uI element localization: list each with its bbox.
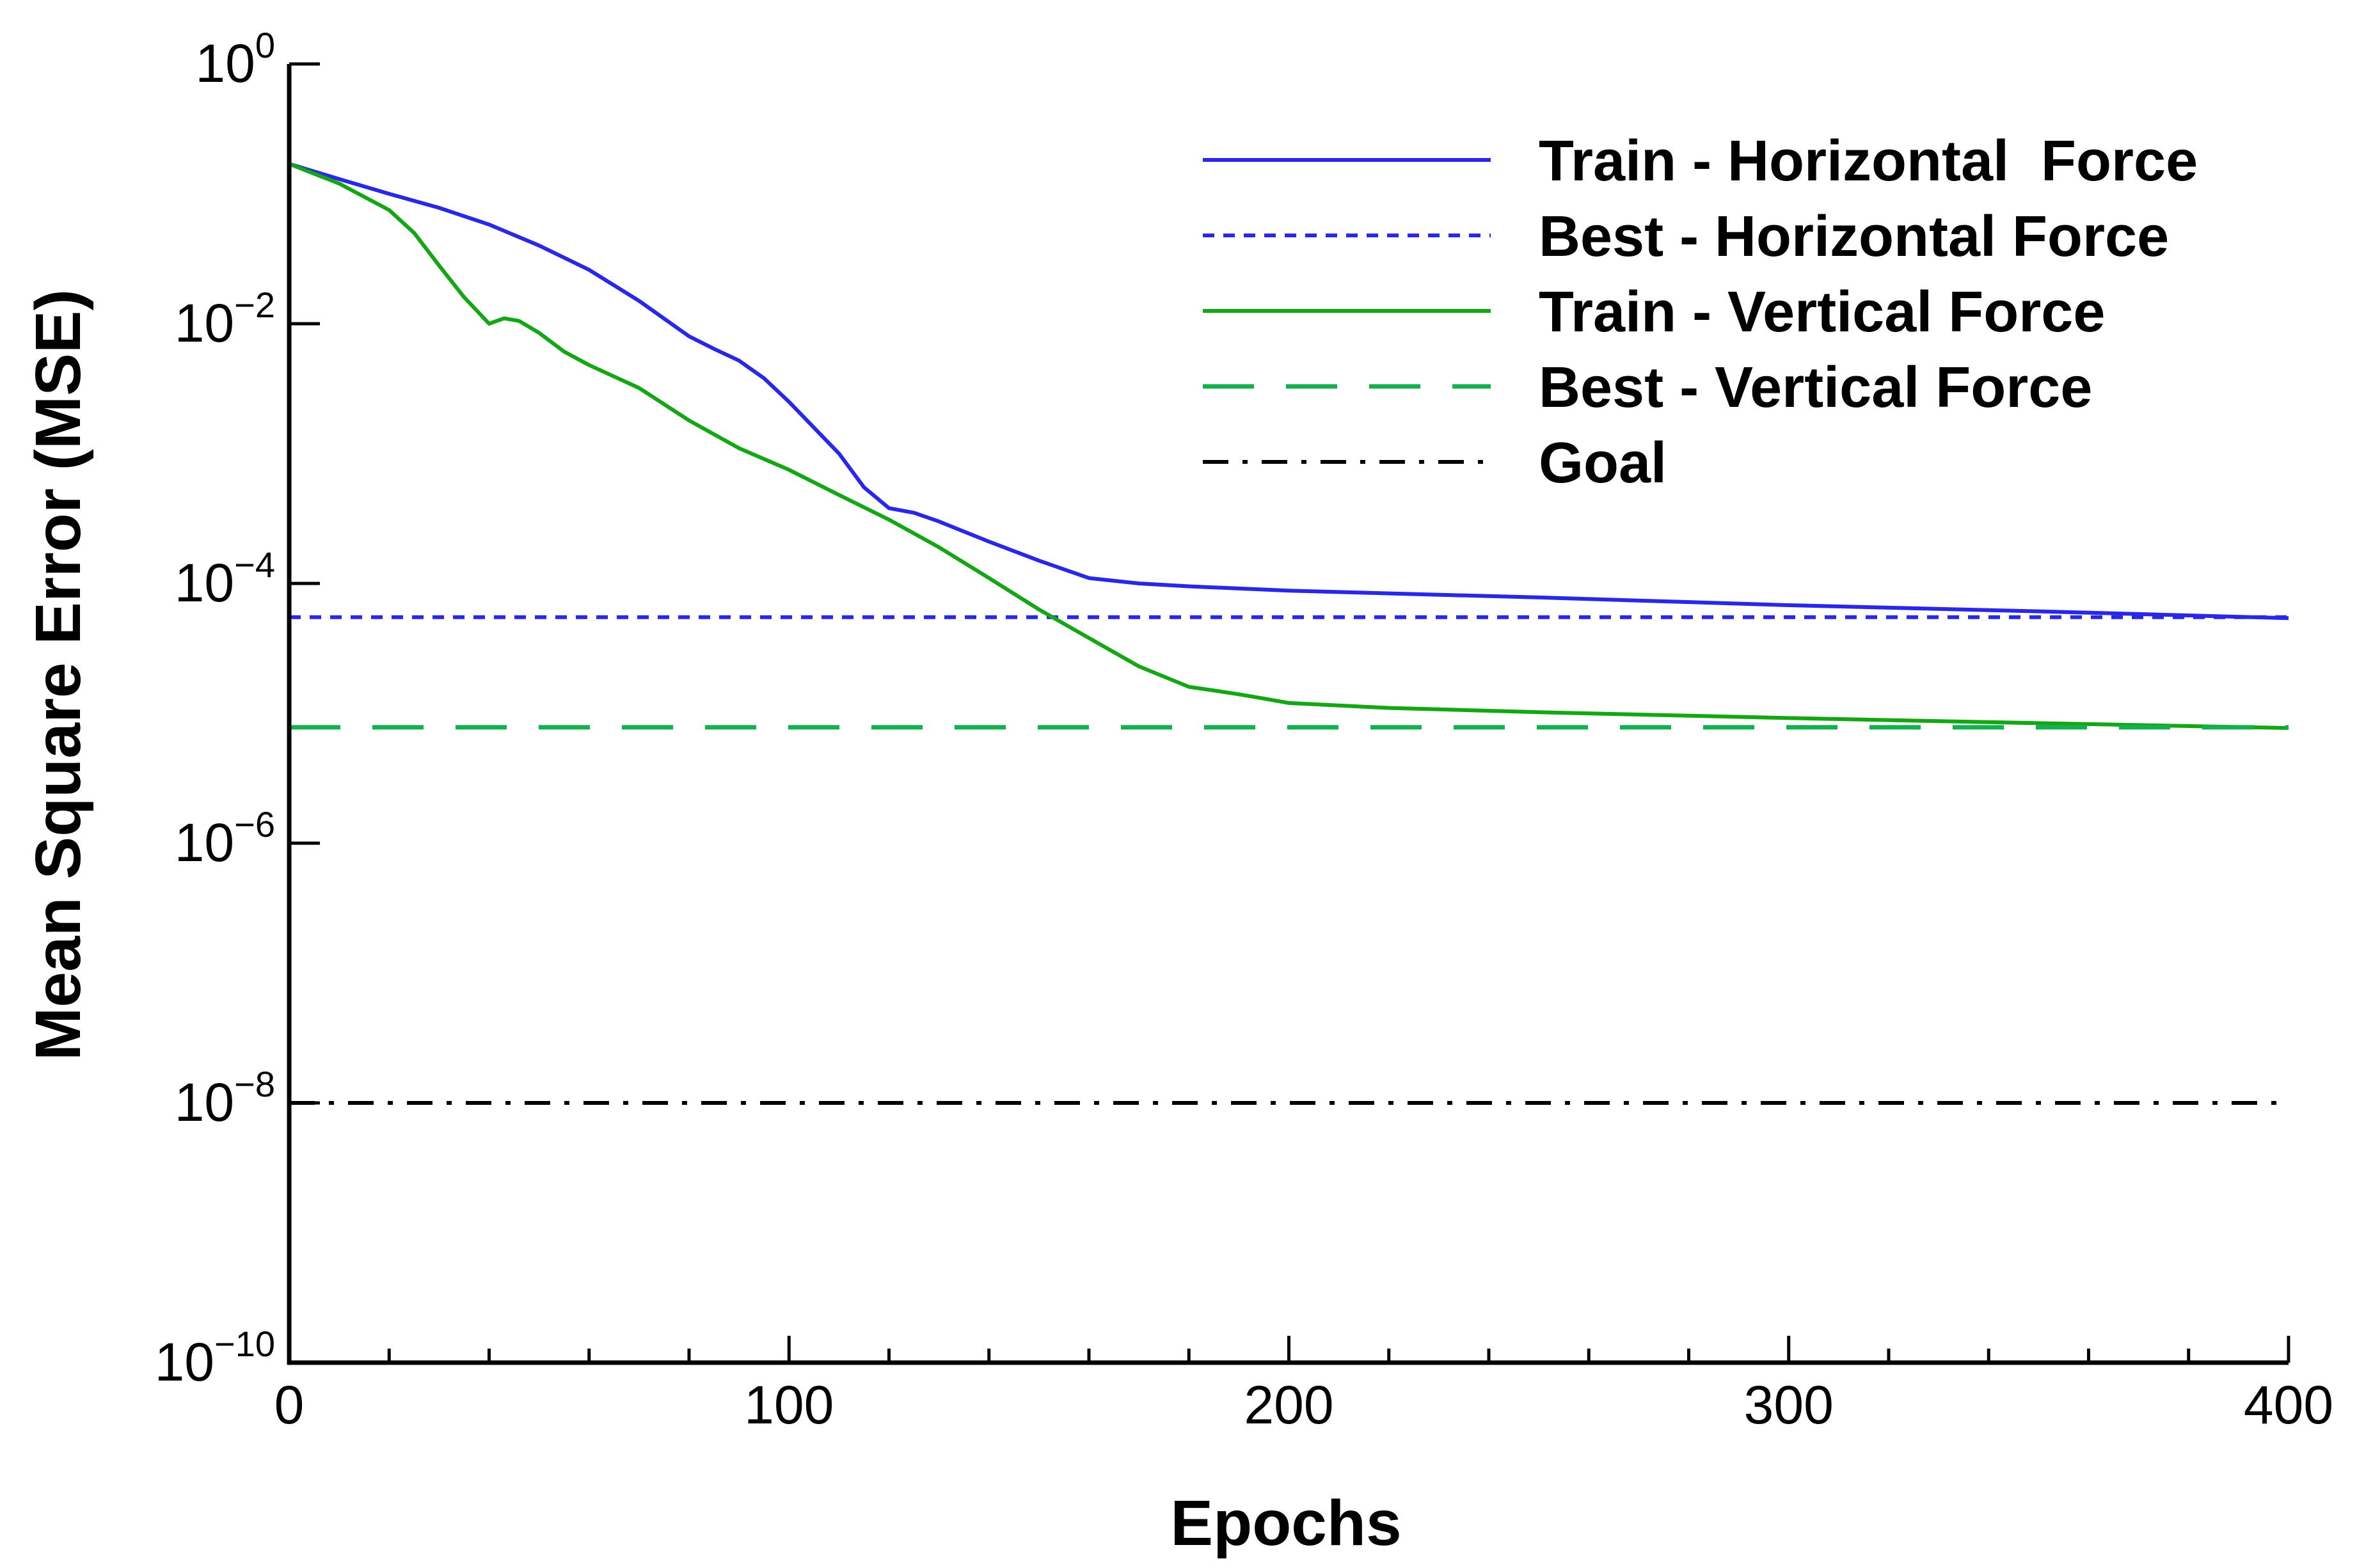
legend-label-3: Train - Vertical Force [1539, 280, 2105, 344]
x-axis-title: Epochs [1170, 1487, 1401, 1559]
y-tick-label: 10−8 [175, 1064, 275, 1132]
x-tick-label: 200 [1244, 1375, 1333, 1435]
x-tick-label: 400 [2244, 1375, 2333, 1435]
series-group [288, 162, 2289, 1105]
ticks-group: 0 100 200 300 400 100 10−2 10−4 10−6 10−8 10−10 [155, 25, 2334, 1435]
x-tick-label: 300 [1744, 1375, 1834, 1435]
y-tick-label: 100 [195, 25, 275, 93]
legend: Train - Horizontal Force Best - Horizonta… [1203, 129, 2198, 495]
legend-label-1: Train - Horizontal Force [1539, 129, 2198, 193]
y-tick-label: 10−6 [175, 804, 275, 873]
series-line-3 [288, 162, 2289, 730]
legend-label-2: Best - Horizontal Force [1539, 205, 2169, 269]
y-tick-label: 10−4 [175, 544, 275, 613]
y-tick-label: 10−2 [175, 285, 275, 353]
series-line-1 [289, 162, 2289, 621]
legend-label-5: Goal [1539, 431, 1667, 495]
y-tick-label: 10−10 [155, 1324, 275, 1392]
x-tick-label: 100 [744, 1375, 834, 1435]
x-tick-label: 0 [274, 1375, 305, 1435]
y-axis-title: Mean Square Error (MSE) [22, 289, 94, 1061]
legend-label-4: Best - Vertical Force [1539, 356, 2092, 420]
